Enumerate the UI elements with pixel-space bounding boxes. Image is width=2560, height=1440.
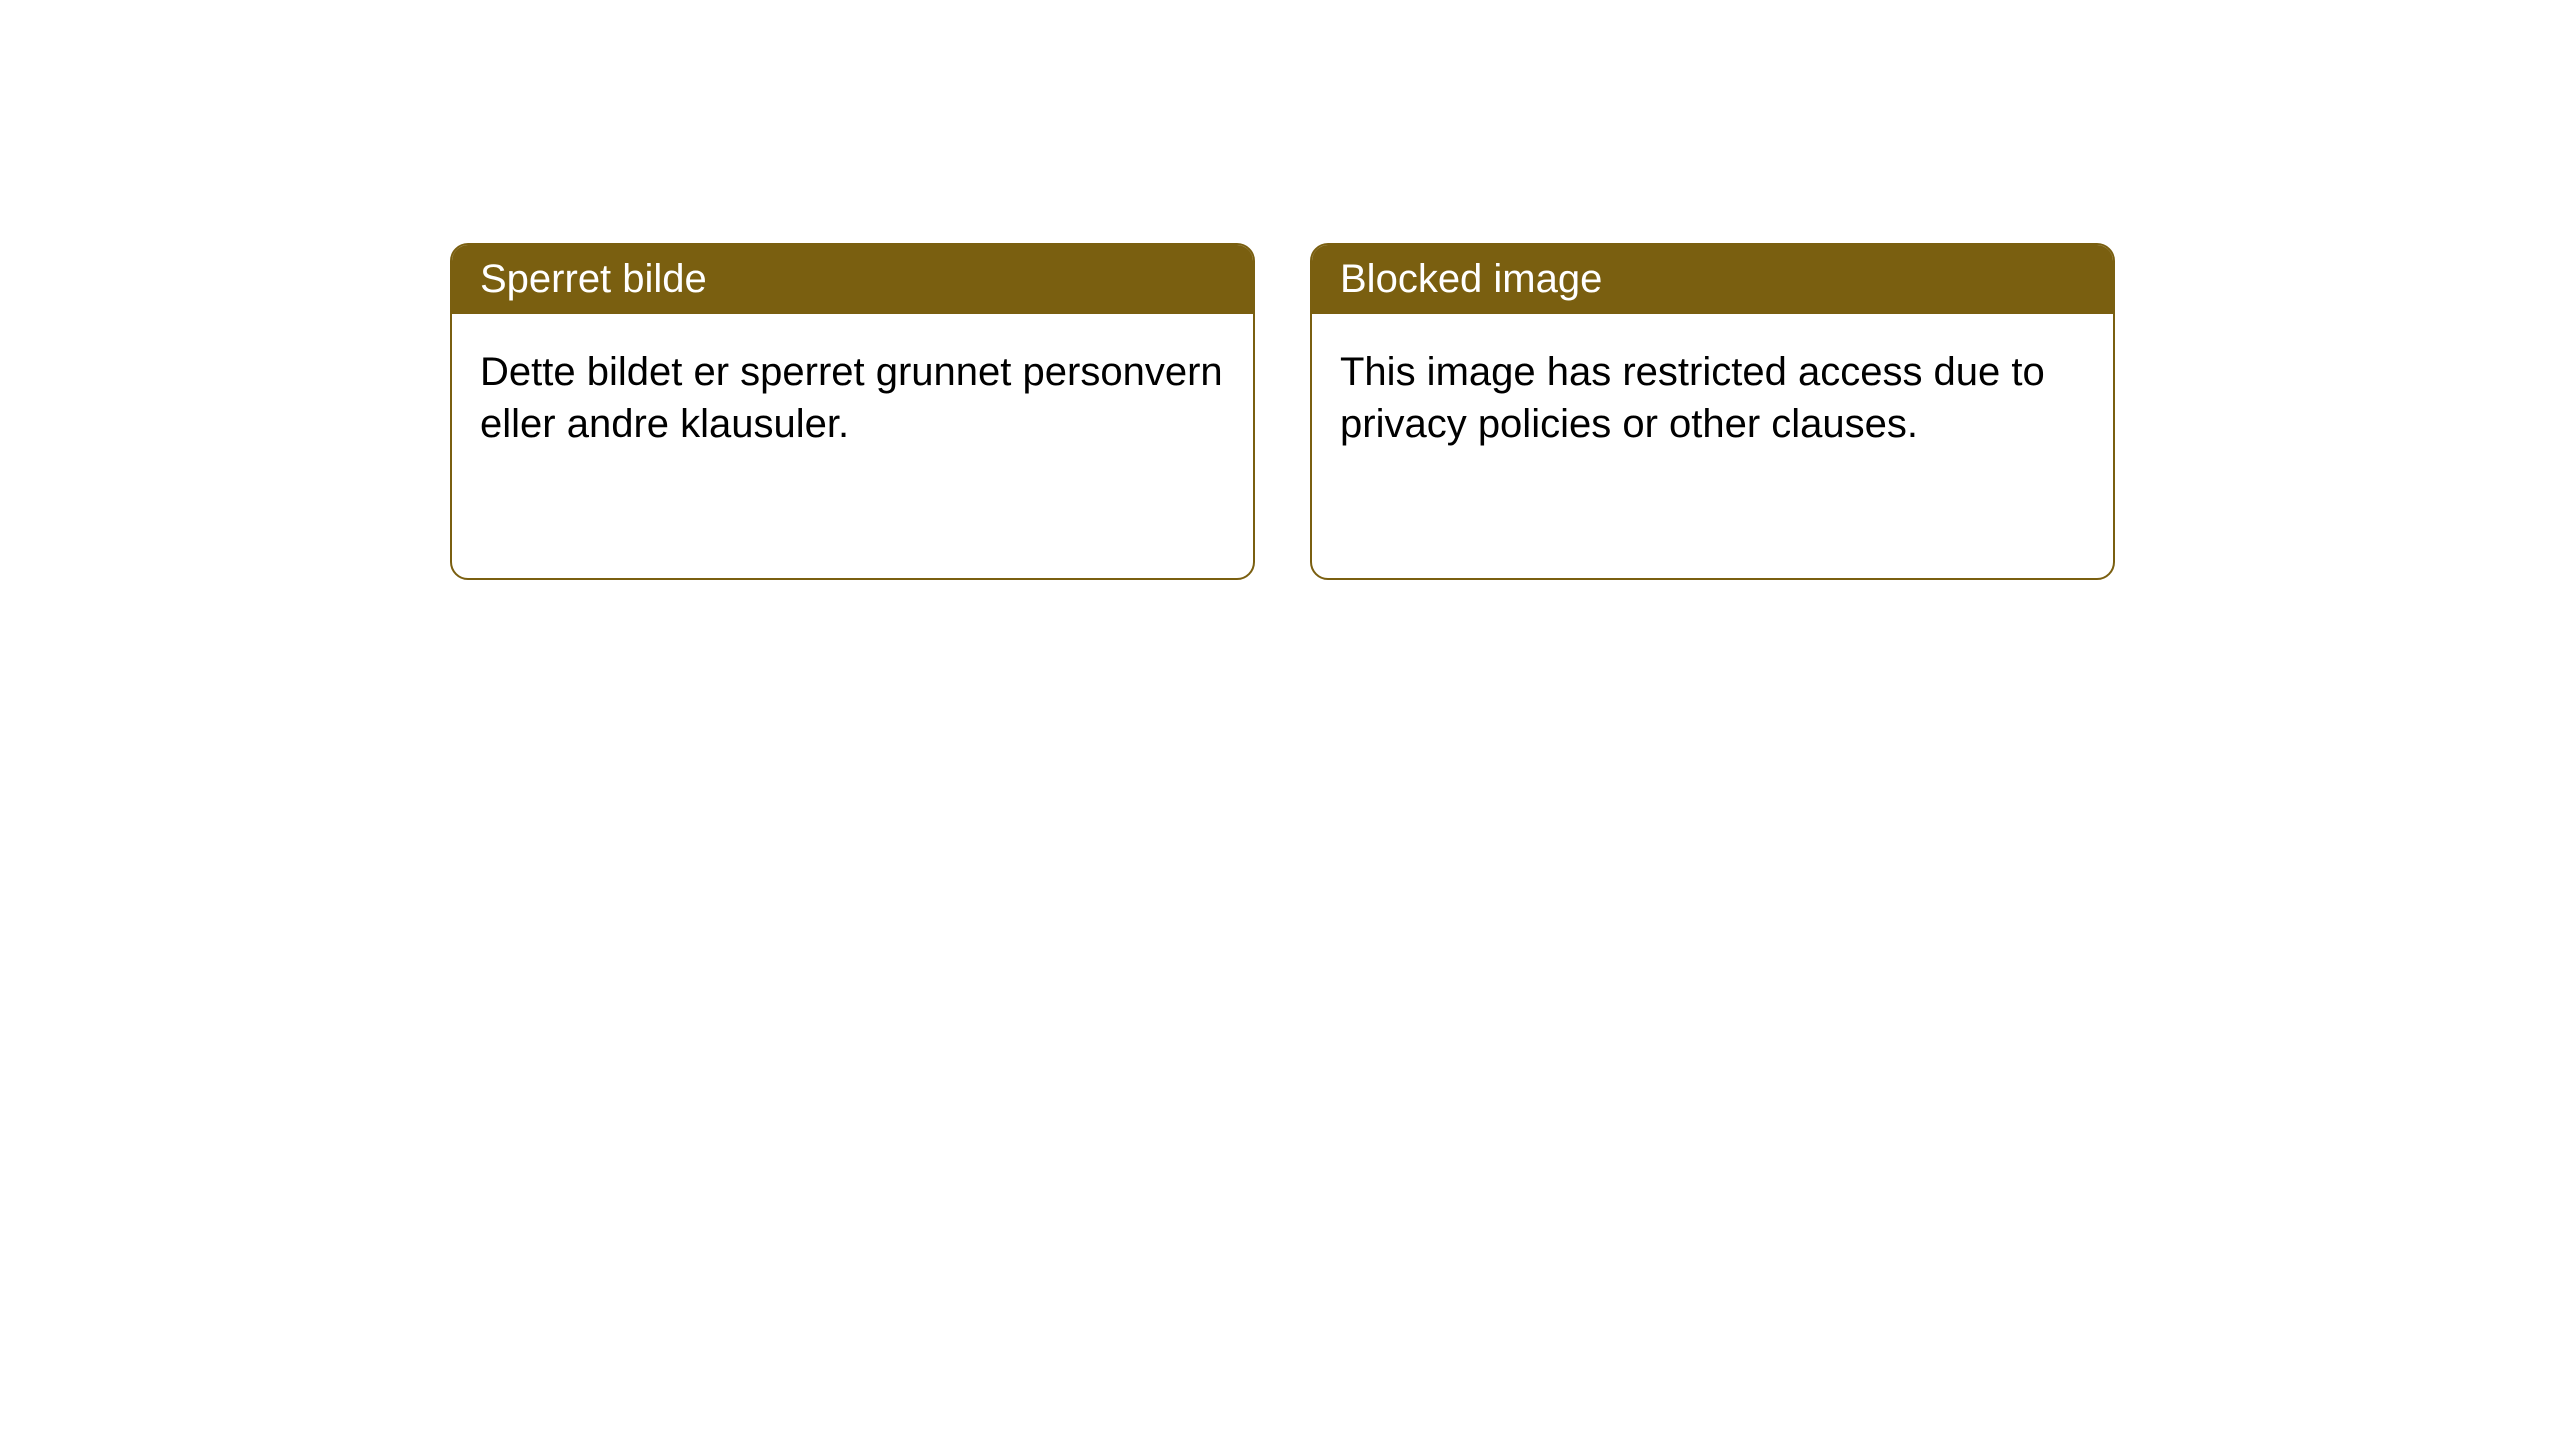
notice-card-no: Sperret bilde Dette bildet er sperret gr… xyxy=(450,243,1255,580)
notice-container: Sperret bilde Dette bildet er sperret gr… xyxy=(0,0,2560,580)
notice-card-en: Blocked image This image has restricted … xyxy=(1310,243,2115,580)
notice-card-header: Sperret bilde xyxy=(452,245,1253,314)
notice-card-body: Dette bildet er sperret grunnet personve… xyxy=(452,314,1253,482)
notice-card-body: This image has restricted access due to … xyxy=(1312,314,2113,482)
notice-card-header: Blocked image xyxy=(1312,245,2113,314)
